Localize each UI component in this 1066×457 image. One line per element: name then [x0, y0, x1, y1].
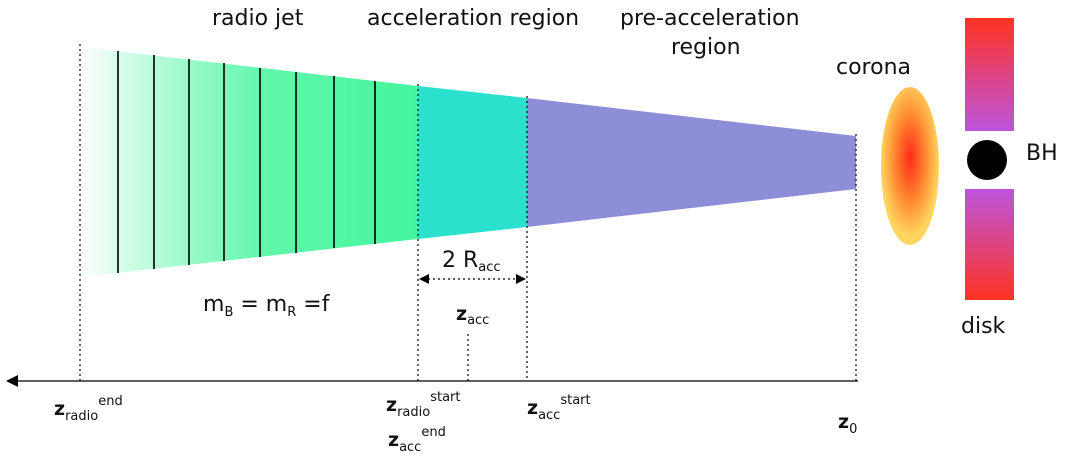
disk-label: disk: [961, 314, 1006, 339]
guide-lines: [79, 44, 857, 381]
acc-size-label: 2 Racc: [442, 248, 501, 275]
acceleration-region: [418, 86, 527, 239]
z0-label: z0: [838, 411, 857, 437]
z-radio-end-label: zradioend: [54, 394, 123, 424]
corona-label: corona: [836, 55, 911, 80]
radio-jet-slices: [117, 51, 376, 273]
radio-jet-label: radio jet: [212, 6, 304, 31]
bh-label: BH: [1026, 141, 1058, 166]
pre-acceleration-region: [527, 98, 856, 227]
disk-lower: [965, 189, 1014, 300]
pre-acceleration-label-line2: region: [671, 35, 741, 60]
equipartition-label: mB = mR =f: [203, 292, 331, 320]
disk-upper: [965, 18, 1014, 131]
radio-jet-region: [80, 47, 418, 277]
z-radio-start-label: zradiostart: [386, 390, 460, 420]
z-axis: [6, 375, 858, 387]
black-hole: [967, 140, 1007, 180]
z-acc-start-label: zaccstart: [527, 393, 591, 423]
acceleration-region-label: acceleration region: [367, 6, 579, 31]
pre-acceleration-label-line1: pre-acceleration: [620, 6, 800, 31]
z-acc-label: zacc: [456, 303, 489, 328]
acc-size-arrow: [419, 274, 526, 284]
z-acc-end-label: zaccend: [388, 425, 446, 455]
corona-shape: [881, 87, 939, 245]
